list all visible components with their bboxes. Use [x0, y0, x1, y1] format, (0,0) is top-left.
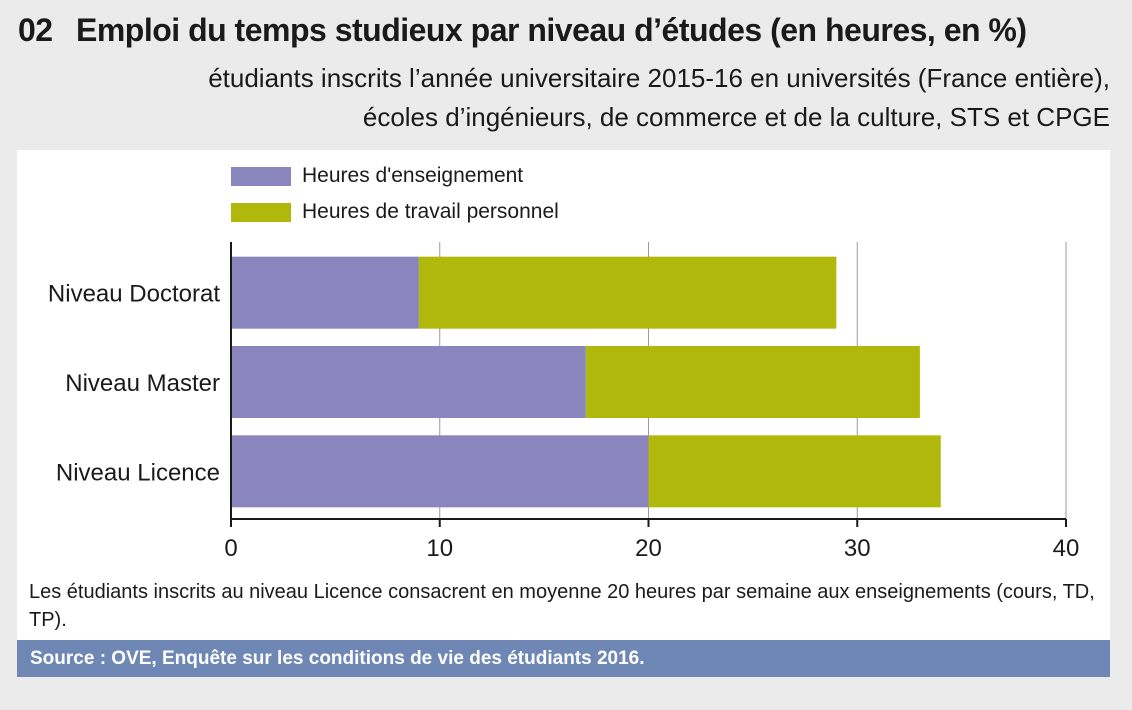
x-tick-label: 10: [426, 535, 453, 562]
bar-travail-2: [648, 435, 941, 508]
x-tick-label: 40: [1053, 535, 1080, 562]
subtitle-line-2: écoles d’ingénieurs, de commerce et de l…: [362, 102, 1110, 132]
x-tick-label: 0: [224, 535, 237, 562]
source-bar: Source : OVE, Enquête sur les conditions…: [17, 640, 1110, 677]
bar-enseignement-0: [231, 256, 419, 329]
bar-enseignement-2: [231, 435, 649, 508]
legend-label-enseignement: Heures d'enseignement: [302, 164, 524, 187]
category-label: Niveau Doctorat: [48, 281, 220, 308]
chart-note: Les étudiants inscrits au niveau Licence…: [29, 581, 1095, 631]
bar-enseignement-1: [231, 346, 586, 418]
legend-swatch-enseignement: [231, 167, 291, 186]
chart-panel: Heures d'enseignement Heures de travail …: [17, 150, 1110, 677]
bar-travail-0: [418, 256, 837, 329]
x-tick-label: 20: [635, 535, 662, 562]
subtitle-line-1: étudiants inscrits l’année universitaire…: [208, 63, 1110, 93]
legend-label-travail: Heures de travail personnel: [302, 200, 559, 223]
figure-number: 02: [18, 12, 53, 48]
x-tick-label: 30: [844, 535, 871, 562]
category-label: Niveau Master: [65, 370, 220, 397]
figure-title: Emploi du temps studieux par niveau d’ét…: [76, 12, 1027, 48]
category-label: Niveau Licence: [56, 459, 220, 486]
bar-chart: Niveau Doctorat Niveau Master Niveau Licen…: [48, 242, 1080, 562]
page-title: 02 Emploi du temps studieux par niveau d’…: [18, 12, 1027, 49]
legend-swatch-travail: [231, 203, 291, 222]
bar-travail-1: [585, 346, 920, 418]
